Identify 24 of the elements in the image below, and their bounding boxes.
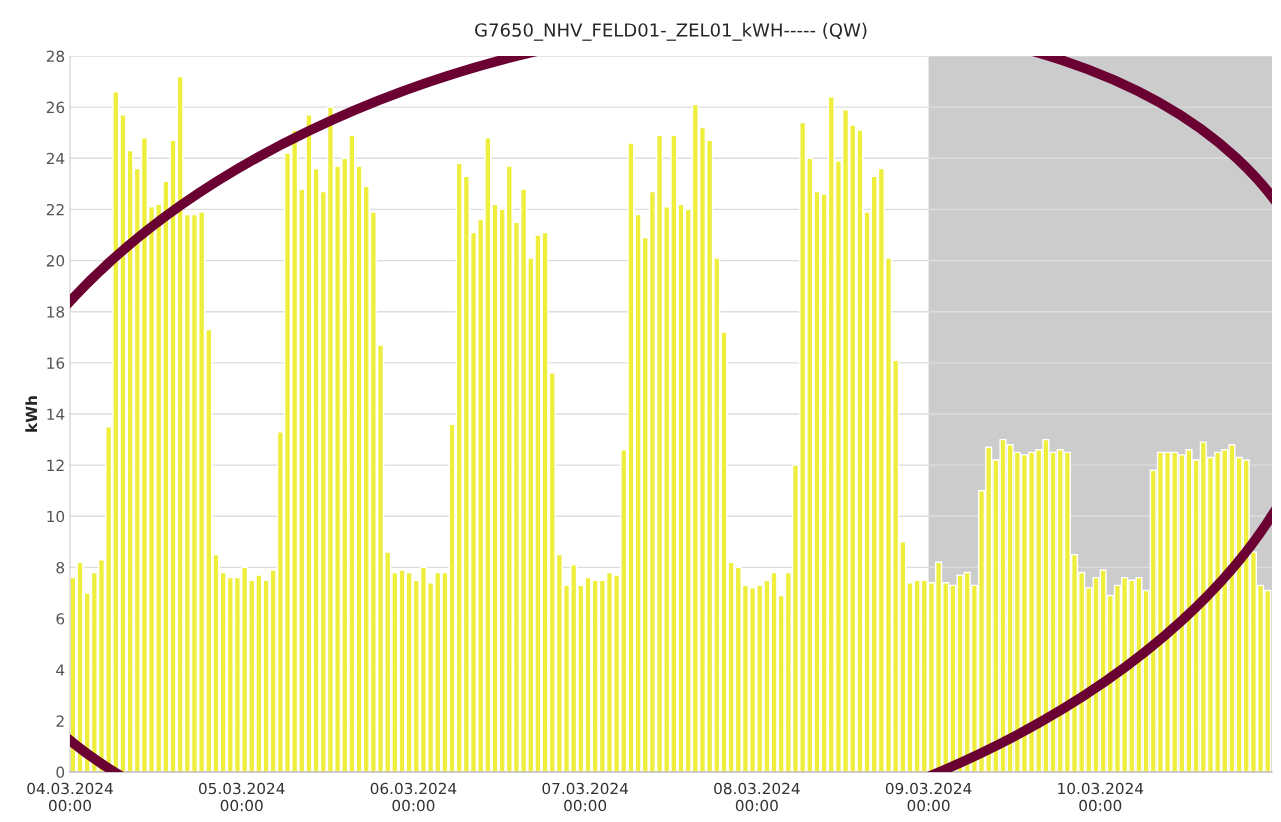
x-tick-label: 10.03.2024 00:00 — [1058, 782, 1144, 812]
y-tick-label: 22 — [46, 203, 64, 216]
chart-title: G7650_NHV_FELD01-_ZEL01_kWH----- (QW) — [475, 22, 867, 41]
y-tick-label: 16 — [47, 357, 65, 369]
x-tick-label: 07.03.2024 00:00 — [542, 782, 629, 812]
y-tick-label: 2 — [56, 715, 64, 727]
y-tick-label: 12 — [47, 459, 64, 471]
x-tick-label: 04.03.2024 00:00 — [27, 782, 113, 812]
y-tick-label: 28 — [46, 50, 65, 63]
y-tick-label: 26 — [46, 101, 65, 114]
y-tick-label: 14 — [47, 408, 65, 420]
y-axis-title: kWh — [25, 396, 37, 432]
x-tick-label: 05.03.2024 00:00 — [198, 782, 285, 812]
y-tick-label: 0 — [56, 766, 65, 779]
x-tick-label: 09.03.2024 00:00 — [885, 782, 972, 812]
x-tick-label: 08.03.2024 00:00 — [714, 782, 800, 812]
y-tick-label: 20 — [46, 255, 65, 267]
y-tick-label: 24 — [46, 152, 65, 165]
x-tick-label: 06.03.2024 00:00 — [370, 782, 457, 812]
y-tick-label: 4 — [56, 664, 65, 676]
y-tick-label: 6 — [56, 613, 65, 625]
y-tick-label: 8 — [56, 561, 65, 574]
y-tick-label: 18 — [47, 306, 65, 318]
y-tick-label: 10 — [47, 510, 65, 523]
